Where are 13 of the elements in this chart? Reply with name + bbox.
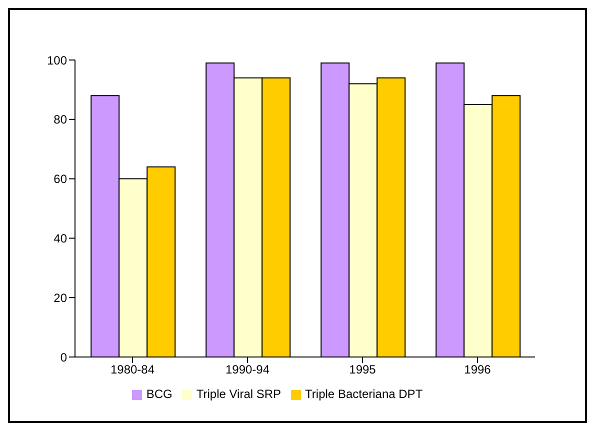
x-tick-label: 1996 xyxy=(464,362,492,377)
y-tick-label: 20 xyxy=(54,290,68,305)
x-tick-label: 1980-84 xyxy=(110,362,155,377)
legend-label: Triple Viral SRP xyxy=(196,387,282,401)
y-tick-label: 0 xyxy=(60,350,68,364)
y-tick-label: 60 xyxy=(54,172,68,186)
y-tick-label: 40 xyxy=(54,231,68,246)
x-tick-label: 1990-94 xyxy=(225,362,270,377)
y-tick-label: 100 xyxy=(46,53,68,68)
legend-label: Triple Bacteriana DPT xyxy=(305,387,423,401)
y-tick-label: 80 xyxy=(54,112,68,127)
x-tick-label: 1995 xyxy=(349,362,376,377)
legend-label: BCG xyxy=(146,387,172,401)
